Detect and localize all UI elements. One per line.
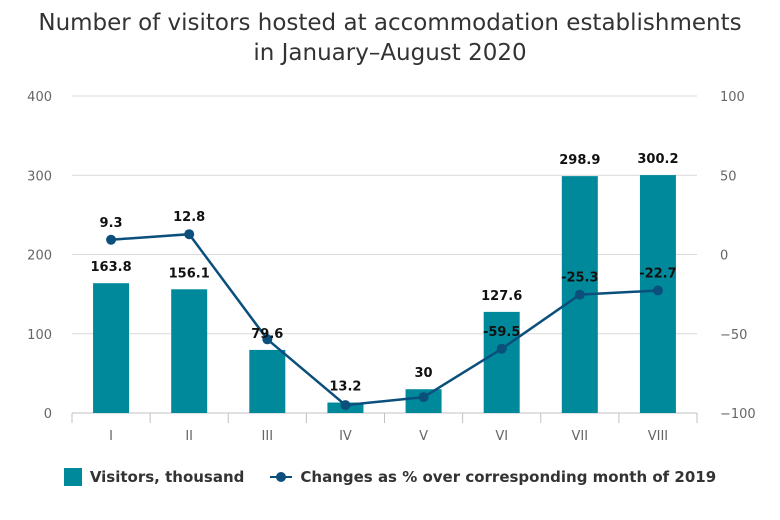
line-data-label: -59.5 <box>483 325 520 340</box>
y-left-tick-label: 200 <box>27 249 52 264</box>
x-tick-label: VII <box>572 429 589 444</box>
bar-data-label: 298.9 <box>559 153 600 168</box>
y-left-tick-label: 0 <box>44 407 52 422</box>
y-left-tick-label: 300 <box>27 169 52 184</box>
y-left-tick-label: 100 <box>27 328 52 343</box>
bar-data-label: 156.1 <box>169 266 210 281</box>
y-right-tick-label: 100 <box>720 90 745 105</box>
legend-label-changes: Changes as % over corresponding month of… <box>300 468 717 486</box>
line-point <box>496 343 507 354</box>
line-point <box>340 400 351 411</box>
bar-data-label: 163.8 <box>91 260 132 275</box>
bar <box>93 283 130 413</box>
x-tick-label: VI <box>495 429 508 444</box>
legend-item-visitors[interactable]: Visitors, thousand <box>63 468 245 486</box>
x-tick-label: I <box>109 429 113 444</box>
bar-data-label: 13.2 <box>329 380 361 395</box>
y-right-tick-label: 50 <box>720 169 737 184</box>
line-point <box>184 229 195 240</box>
legend-line-marker-icon <box>270 471 293 483</box>
line-point <box>106 234 117 245</box>
x-tick-label: III <box>262 429 274 444</box>
line-point <box>652 285 663 296</box>
line-data-label: 12.8 <box>173 210 205 225</box>
chart-legend: Visitors, thousand Changes as % over cor… <box>0 468 780 486</box>
line-point <box>574 289 585 300</box>
x-tick-label: II <box>185 429 193 444</box>
x-tick-label: IV <box>339 429 352 444</box>
bar-data-label: 79.6 <box>251 327 283 342</box>
line-point <box>262 334 273 345</box>
bar-data-label: 127.6 <box>481 289 522 304</box>
y-left-tick-label: 400 <box>27 90 52 105</box>
x-tick-label: VIII <box>648 429 668 444</box>
legend-bar-swatch-icon <box>63 468 82 486</box>
x-tick-label: V <box>419 429 428 444</box>
bar <box>483 311 520 413</box>
y-right-tick-label: −100 <box>720 407 756 422</box>
bar-data-label: 30 <box>415 366 433 381</box>
y-right-tick-label: 0 <box>720 249 728 264</box>
line-data-label: 9.3 <box>100 216 123 231</box>
legend-label-visitors: Visitors, thousand <box>89 468 245 486</box>
line-series-path <box>110 232 659 407</box>
bar-data-label: 300.2 <box>637 152 678 167</box>
line-point <box>418 392 429 403</box>
chart-title-line2: in January–August 2020 <box>253 40 527 66</box>
bar <box>171 289 208 413</box>
line-data-label: -25.3 <box>561 271 598 286</box>
legend-item-changes[interactable]: Changes as % over corresponding month of… <box>270 468 716 486</box>
line-data-label: -22.7 <box>639 266 676 281</box>
chart-title-line1: Number of visitors hosted at accommodati… <box>38 10 742 36</box>
y-right-tick-label: −50 <box>720 328 747 343</box>
bar <box>249 349 286 413</box>
